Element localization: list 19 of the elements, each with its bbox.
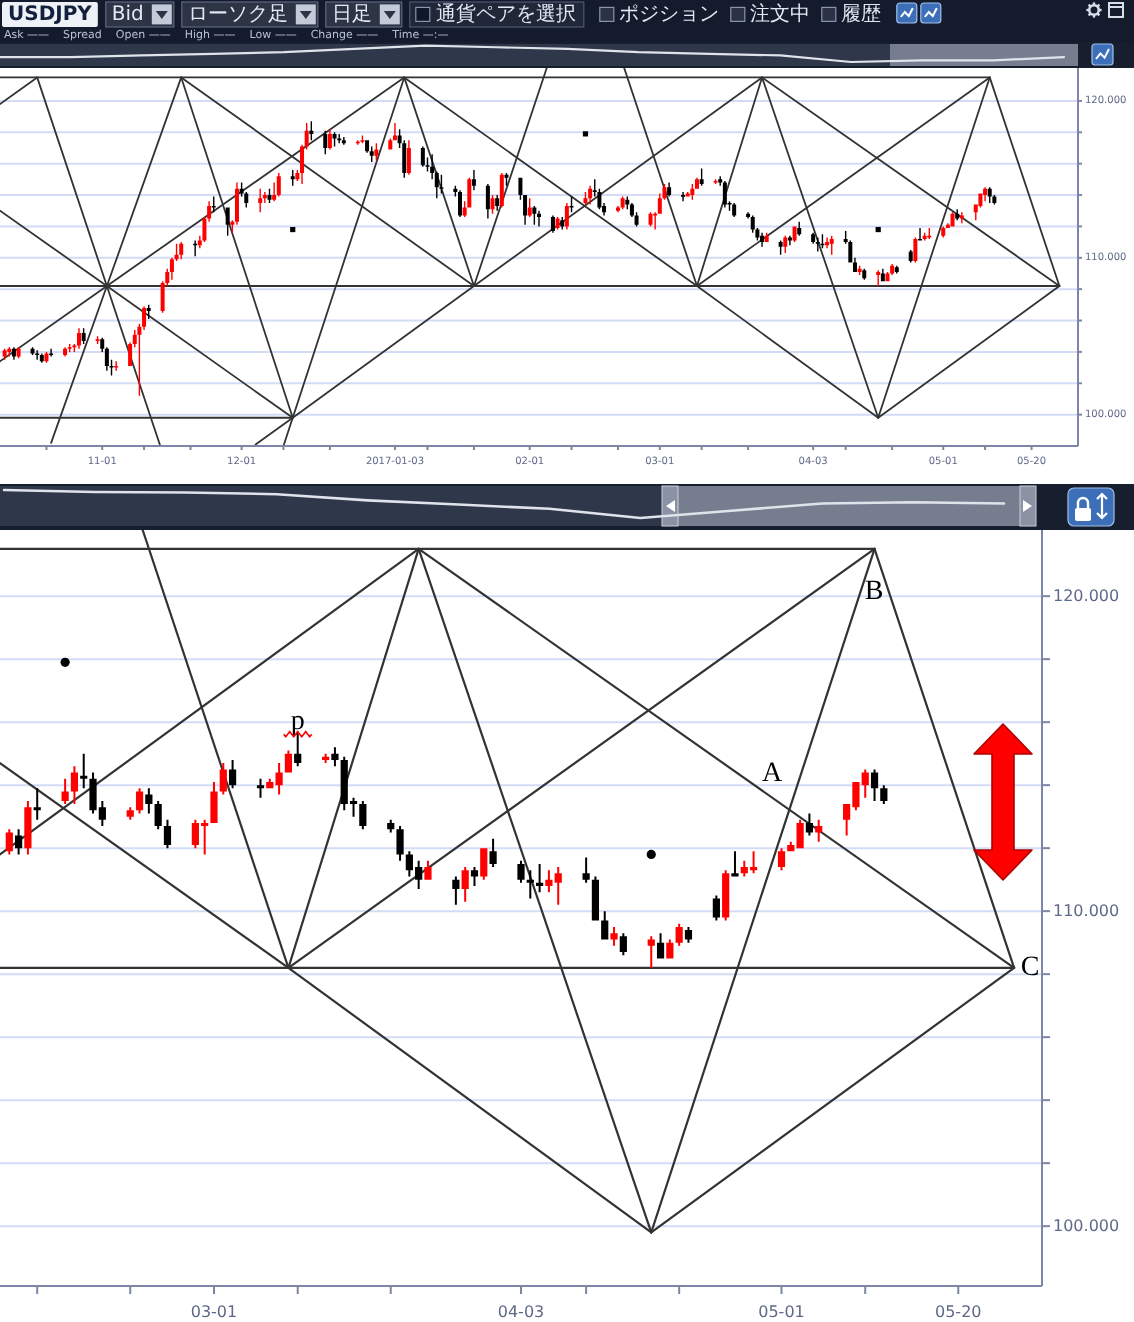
text: USDJPY <box>8 3 94 26</box>
text: Bid <box>111 3 144 26</box>
text: 注文中 <box>749 1 810 26</box>
annotation: A <box>761 759 784 789</box>
text: 日足 <box>331 3 372 26</box>
text: 通貨ペアを選択 <box>435 1 576 26</box>
text: ポジション <box>618 3 719 26</box>
x-tick-label: 05-20 <box>935 1303 982 1321</box>
text: ローソク足 <box>187 3 288 26</box>
y-tick-label: 120.000 <box>1053 587 1120 606</box>
annotation: C <box>1020 953 1040 983</box>
y-tick-label: 100.000 <box>1053 1217 1120 1236</box>
x-tick-label: 03-01 <box>190 1303 238 1321</box>
text: 履歴 <box>840 3 881 26</box>
x-tick-label: 04-03 <box>497 1303 545 1321</box>
x-tick-label: 05-01 <box>758 1303 805 1321</box>
annotation: B <box>864 577 884 607</box>
y-tick-label: 110.000 <box>1053 902 1120 921</box>
annotation: p <box>290 707 305 738</box>
